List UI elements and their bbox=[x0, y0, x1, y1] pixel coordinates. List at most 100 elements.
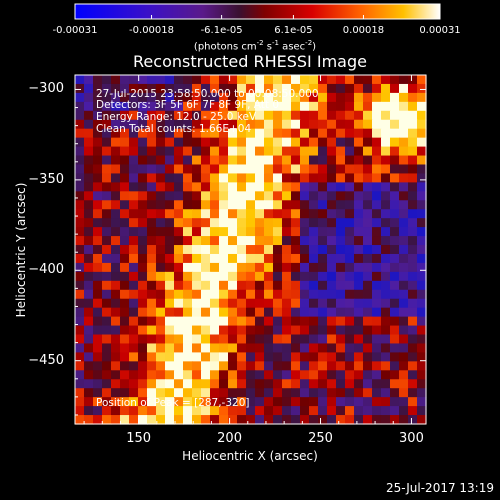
heatmap-cell bbox=[273, 137, 283, 148]
heatmap-cell bbox=[408, 191, 418, 201]
heatmap-cell bbox=[300, 92, 310, 103]
heatmap-cell bbox=[417, 209, 427, 219]
heatmap-cell bbox=[309, 245, 319, 255]
heatmap-cell bbox=[201, 361, 211, 371]
y-tick-label: −450 bbox=[28, 352, 64, 368]
heatmap-cell bbox=[327, 245, 337, 255]
heatmap-cell bbox=[84, 388, 94, 398]
heatmap-cell bbox=[390, 92, 400, 103]
heatmap-cell bbox=[120, 361, 130, 371]
heatmap-cell bbox=[381, 218, 391, 228]
heatmap-cell bbox=[210, 101, 220, 112]
heatmap-cell bbox=[111, 245, 121, 255]
heatmap-cell bbox=[246, 253, 256, 264]
heatmap-cell bbox=[111, 352, 121, 362]
heatmap-cell bbox=[300, 370, 310, 380]
heatmap-cell bbox=[75, 164, 85, 175]
heatmap-cell bbox=[345, 343, 355, 354]
heatmap-cell bbox=[120, 209, 130, 219]
heatmap-cell bbox=[93, 361, 103, 371]
heatmap-cell bbox=[147, 101, 157, 112]
heatmap-cell bbox=[156, 218, 166, 228]
heatmap-cell bbox=[111, 334, 121, 345]
heatmap-cell bbox=[345, 209, 355, 219]
heatmap-cell bbox=[84, 325, 94, 336]
heatmap-cell bbox=[165, 298, 175, 309]
heatmap-cell bbox=[255, 379, 265, 389]
heatmap-cell bbox=[255, 101, 265, 112]
heatmap-cell bbox=[237, 110, 247, 121]
heatmap-cell bbox=[408, 75, 418, 85]
heatmap-cell bbox=[282, 83, 292, 94]
heatmap-cell bbox=[228, 289, 238, 300]
heatmap-cell bbox=[111, 280, 121, 291]
heatmap-cell bbox=[318, 227, 328, 237]
heatmap-cell bbox=[219, 92, 229, 103]
heatmap-cell bbox=[282, 128, 292, 139]
heatmap-cell bbox=[84, 370, 94, 380]
heatmap-cell bbox=[201, 245, 211, 255]
heatmap-cell bbox=[363, 334, 373, 345]
heatmap-cell bbox=[147, 379, 157, 389]
heatmap-cell bbox=[399, 173, 409, 183]
heatmap-cell bbox=[291, 236, 301, 246]
heatmap-cell bbox=[255, 406, 265, 416]
heatmap-cell bbox=[120, 83, 130, 94]
heatmap-cell bbox=[273, 289, 283, 300]
heatmap-cell bbox=[93, 245, 103, 255]
heatmap-cell bbox=[219, 119, 229, 130]
heatmap-cell bbox=[192, 75, 202, 85]
heatmap-cell bbox=[228, 75, 238, 85]
heatmap-cell bbox=[246, 262, 256, 273]
colorbar-tick-label: -0.00018 bbox=[129, 25, 175, 36]
heatmap-cell bbox=[138, 352, 148, 362]
heatmap-cell bbox=[75, 191, 85, 201]
heatmap-cell bbox=[282, 298, 292, 309]
heatmap-cell bbox=[381, 361, 391, 371]
heatmap-cell bbox=[336, 119, 346, 130]
heatmap-cell bbox=[390, 191, 400, 201]
heatmap-cell bbox=[363, 119, 373, 130]
heatmap-cell bbox=[210, 173, 220, 183]
heatmap-cell bbox=[111, 316, 121, 327]
heatmap-cell bbox=[138, 388, 148, 398]
heatmap-cell bbox=[165, 119, 175, 130]
heatmap-cell bbox=[309, 182, 319, 192]
heatmap-cell bbox=[147, 245, 157, 255]
heatmap-cell bbox=[282, 209, 292, 219]
heatmap-cell bbox=[174, 334, 184, 345]
heatmap-cell bbox=[93, 200, 103, 210]
heatmap-cell bbox=[93, 164, 103, 175]
heatmap-cell bbox=[120, 173, 130, 183]
heatmap-cell bbox=[75, 128, 85, 139]
heatmap-cell bbox=[336, 75, 346, 85]
heatmap-cell bbox=[237, 92, 247, 103]
heatmap-cell bbox=[129, 155, 139, 166]
heatmap-cell bbox=[309, 370, 319, 380]
heatmap-cell bbox=[336, 253, 346, 264]
heatmap-cell bbox=[237, 379, 247, 389]
heatmap-cell bbox=[255, 352, 265, 362]
heatmap-cell bbox=[336, 245, 346, 255]
heatmap-cell bbox=[102, 110, 112, 121]
heatmap-cell bbox=[381, 92, 391, 103]
heatmap-cell bbox=[273, 271, 283, 282]
heatmap-cell bbox=[192, 316, 202, 327]
colorbar bbox=[74, 3, 441, 20]
heatmap-cell bbox=[417, 397, 427, 407]
heatmap-cell bbox=[273, 236, 283, 246]
heatmap-cell bbox=[300, 334, 310, 345]
heatmap-cell bbox=[399, 325, 409, 336]
heatmap-cell bbox=[345, 83, 355, 94]
heatmap-cell bbox=[246, 119, 256, 130]
heatmap-cell bbox=[408, 227, 418, 237]
heatmap-cell bbox=[246, 182, 256, 192]
heatmap-cell bbox=[354, 119, 364, 130]
heatmap-cell bbox=[201, 415, 211, 425]
heatmap-cell bbox=[408, 361, 418, 371]
heatmap-cell bbox=[102, 101, 112, 112]
heatmap-cell bbox=[381, 406, 391, 416]
heatmap-cell bbox=[183, 173, 193, 183]
heatmap-cell bbox=[336, 307, 346, 318]
heatmap-cell bbox=[354, 388, 364, 398]
